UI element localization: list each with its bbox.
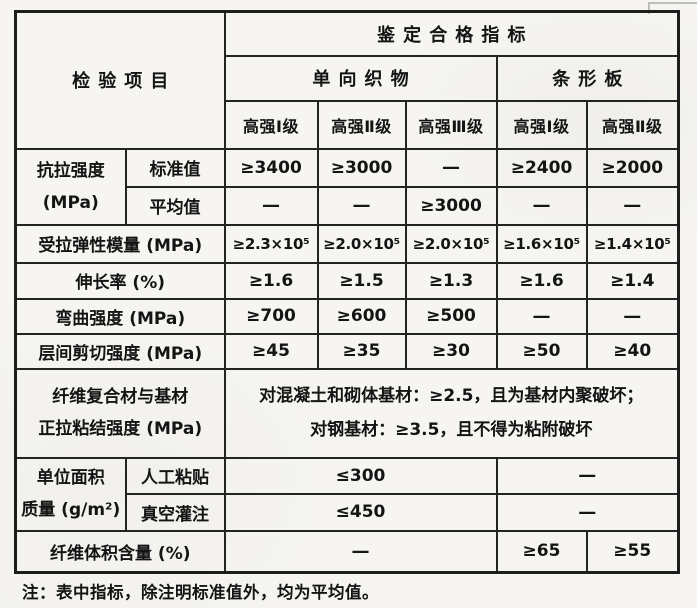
value-cell: ≥1.4×10⁵ [585,223,680,264]
value-cell: ≥1.6 [223,261,319,300]
value-cell: ≥1.4 [585,261,680,300]
header-inspection-item: 检验项目 [14,10,226,150]
value-cell: ≥2.0×10⁵ [404,223,498,264]
bond-strength-requirement-concrete: 对混凝土和砌体基材：≥2.5，且为基材内聚破坏； [259,386,644,406]
value-cell: ≥3000 [316,147,407,188]
label-interlaminar-shear: 层间剪切强度 (MPa) [14,332,226,370]
value-fiber-volume-plate-1: ≥65 [495,529,588,574]
grade-header-plate-1: 高强Ⅰ级 [495,99,588,150]
value-cell: — [316,185,407,226]
value-mass-manual-fabric: ≤300 [223,456,498,495]
grade-header-fabric-1: 高强Ⅰ级 [223,99,319,150]
value-fiber-volume-plate-2: ≥55 [585,529,680,574]
row-tensile-modulus: 受拉弹性模量 (MPa) ≥2.3×10⁵ ≥2.0×10⁵ ≥2.0×10⁵ … [14,223,680,264]
label-vacuum-infusion: 真空灌注 [124,492,226,532]
label-standard-value: 标准值 [124,147,226,188]
value-cell: ≥30 [404,332,498,370]
value-cell: ≥3000 [404,185,498,226]
label-tensile-strength-name: 抗拉强度 [36,160,105,181]
grade-header-plate-2: 高强Ⅱ级 [585,99,680,150]
value-cell: — [585,297,680,335]
value-cell: ≥45 [223,332,319,370]
label-elongation: 伸长率 (%) [14,261,226,300]
header-unidirectional-fabric: 单向织物 [223,54,498,102]
row-fiber-volume: 纤维体积含量 (%) — ≥65 ≥55 [14,529,680,574]
header-strip-plate: 条形板 [495,54,680,102]
value-cell: ≥500 [404,297,498,335]
row-elongation: 伸长率 (%) ≥1.6 ≥1.5 ≥1.3 ≥1.6 ≥1.4 [14,261,680,300]
row-tensile-standard: 抗拉强度 (MPa) 标准值 ≥3400 ≥3000 — ≥2400 ≥2000 [14,147,680,226]
value-cell: — [223,185,319,226]
label-mass-line2: 质量 (g/m²) [21,500,121,520]
value-cell: — [404,147,498,188]
value-cell: ≥700 [223,297,319,335]
value-mass-vacuum-plate: — [495,492,680,532]
value-cell: — [495,185,588,226]
value-cell: ≥2.0×10⁵ [316,223,407,264]
label-bending-strength: 弯曲强度 (MPa) [14,297,226,335]
grade-header-fabric-3: 高强Ⅲ级 [404,99,498,150]
value-cell: ≥1.6 [495,261,588,300]
value-cell: ≥600 [316,297,407,335]
row-interlaminar-shear: 层间剪切强度 (MPa) ≥45 ≥35 ≥30 ≥50 ≥40 [14,332,680,370]
label-manual-bonding: 人工粘贴 [124,456,226,495]
row-mass-vacuum: 真空灌注 ≤450 — [16,492,680,532]
value-cell: ≥50 [495,332,588,370]
value-mass-vacuum-fabric: ≤450 [223,492,498,532]
qualification-indicator-table: 检验项目 鉴定合格指标 单向织物 条形板 高强Ⅰ级 高强Ⅱ级 高强Ⅲ级 高强Ⅰ级… [14,10,681,574]
value-cell: — [495,297,588,335]
value-fiber-volume-fabric: — [223,529,498,574]
value-cell: ≥1.3 [404,261,498,300]
label-bond-strength-line1: 纤维复合材与基材 [52,387,189,407]
header-row-2: 单向织物 条形板 [16,54,680,102]
value-cell: — [585,185,680,226]
header-row-1: 检验项目 鉴定合格指标 [14,10,680,150]
value-cell: ≥2000 [585,147,680,188]
value-mass-manual-plate: — [495,456,680,495]
value-cell: ≥3400 [223,147,319,188]
label-mass-line1: 单位面积 [36,468,105,488]
label-bond-strength-line2: 正拉粘结强度 (MPa) [38,419,203,439]
row-bond-strength: 纤维复合材与基材 正拉粘结强度 (MPa) 对混凝土和砌体基材：≥2.5，且为基… [14,367,680,459]
label-bond-strength: 纤维复合材与基材 正拉粘结强度 (MPa) [14,367,226,459]
row-mass-manual: 单位面积 质量 (g/m²) 人工粘贴 ≤300 — [14,456,680,532]
label-tensile-modulus: 受拉弹性模量 (MPa) [14,223,226,264]
row-bending-strength: 弯曲强度 (MPa) ≥700 ≥600 ≥500 — — [14,297,680,335]
label-fiber-volume: 纤维体积含量 (%) [14,529,226,574]
value-cell: ≥2.3×10⁵ [223,223,319,264]
header-row-grades: 高强Ⅰ级 高强Ⅱ级 高强Ⅲ级 高强Ⅰ级 高强Ⅱ级 [16,99,680,150]
label-mass-per-unit-area: 单位面积 质量 (g/m²) [14,456,127,532]
grade-header-fabric-2: 高强Ⅱ级 [316,99,407,150]
label-tensile-strength-unit: (MPa) [42,192,99,213]
bond-strength-requirement-steel: 对钢基材：≥3.5，且不得为粘附破坏 [310,420,593,440]
header-qualified-indicator: 鉴定合格指标 [223,10,680,57]
table-footnote: 注：表中指标，除注明标准值外，均为平均值。 [22,583,379,602]
value-bond-strength: 对混凝土和砌体基材：≥2.5，且为基材内聚破坏； 对钢基材：≥3.5，且不得为粘… [223,367,680,459]
value-cell: ≥1.5 [316,261,407,300]
value-cell: ≥2400 [495,147,588,188]
label-tensile-strength: 抗拉强度 (MPa) [14,147,127,226]
row-tensile-average: 平均值 — — ≥3000 — — [16,185,680,226]
label-average-value: 平均值 [124,185,226,226]
scan-edge-artifact [648,2,697,14]
value-cell: ≥35 [316,332,407,370]
value-cell: ≥40 [585,332,680,370]
value-cell: ≥1.6×10⁵ [495,223,588,264]
